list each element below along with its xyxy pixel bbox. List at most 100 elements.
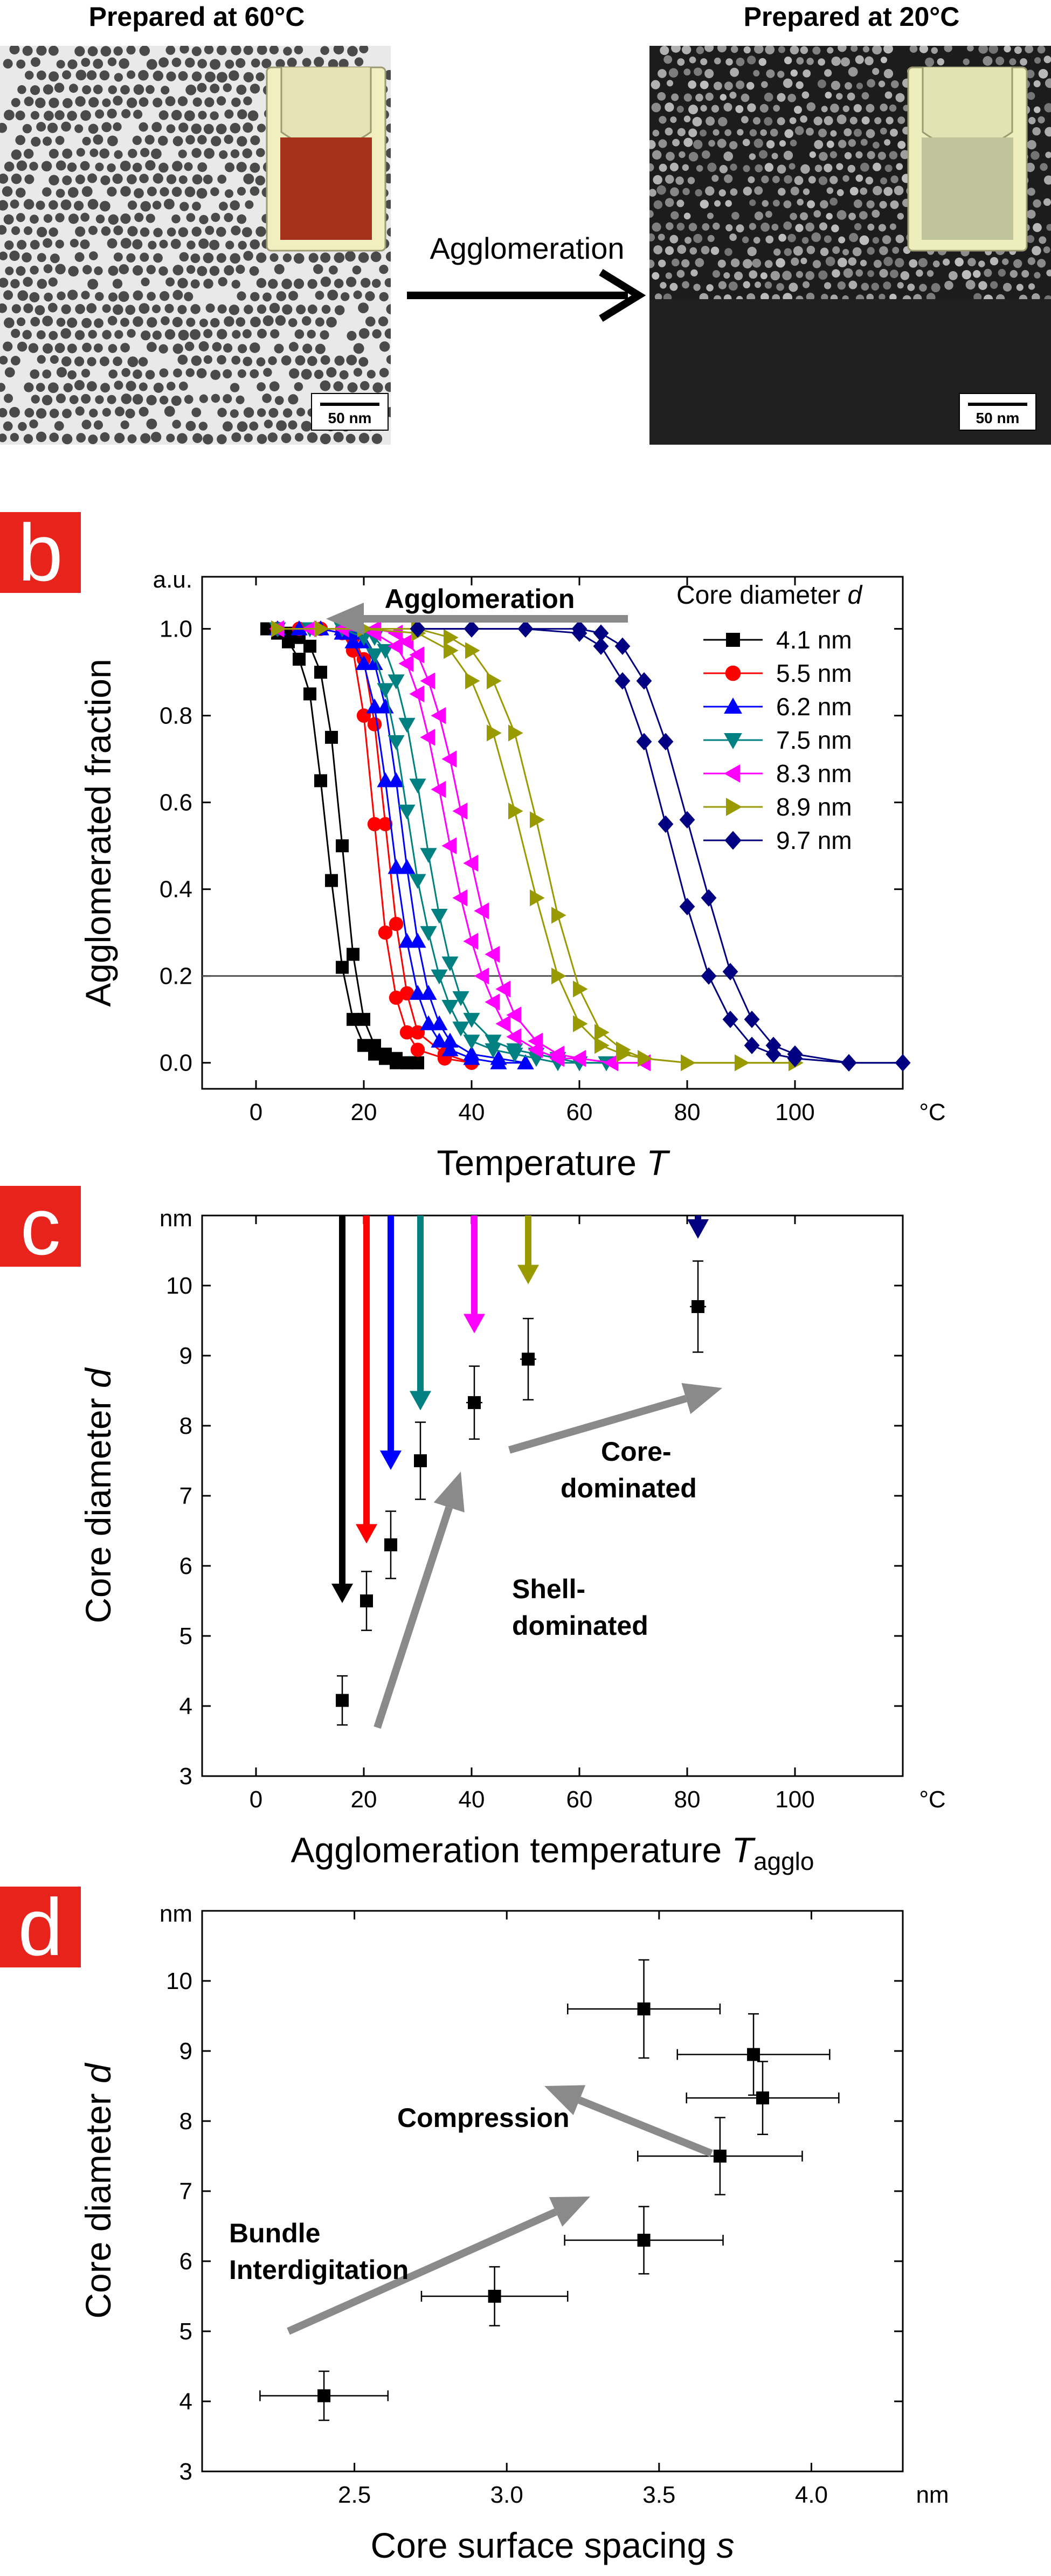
panel-label-d: d	[0, 1887, 81, 1967]
y-tick-label: 9	[179, 1343, 192, 1369]
data-point	[325, 874, 338, 887]
point-marker	[384, 1538, 397, 1551]
y-tick-label: 0.6	[160, 790, 192, 816]
data-point	[530, 811, 545, 828]
data-point	[347, 948, 359, 961]
data-point	[594, 1037, 610, 1054]
panel-a-arrow	[407, 269, 646, 322]
temperature-arrow	[380, 1216, 402, 1470]
data-point	[466, 1365, 482, 1440]
data-point	[676, 2013, 831, 2096]
data-point	[441, 837, 457, 854]
x-tick-label: 80	[674, 1099, 701, 1125]
data-point	[409, 685, 424, 702]
data-point	[463, 933, 478, 950]
temperature-arrow	[331, 1216, 353, 1603]
legend-label: 8.9 nm	[776, 793, 852, 821]
data-point	[314, 620, 329, 638]
chart-d: 2.5 3.0 3.5 4.0 3 4 5 6 7 8 9 10 nm nm Core surface sp…	[78, 1901, 949, 2565]
micrograph-20c	[649, 46, 1051, 445]
data-point	[895, 1054, 911, 1072]
agglomeration-arrow	[326, 603, 628, 635]
series-line-heating	[418, 628, 903, 1064]
legend-item: 8.9 nm	[703, 793, 852, 821]
data-point	[841, 1054, 857, 1072]
y-axis-label: Agglomerated fraction	[78, 659, 118, 1007]
y-tick-label: 1.0	[160, 616, 192, 643]
data-point	[367, 717, 382, 731]
agglomeration-arrow-label: Agglomeration	[385, 584, 575, 614]
x-tick-label: 60	[566, 1786, 593, 1813]
data-point	[614, 637, 631, 655]
annotation-compression: Compression	[397, 2103, 570, 2133]
y-tick-label: 6	[179, 1553, 192, 1579]
data-point	[336, 1675, 349, 1726]
cuvette-red	[266, 66, 386, 252]
y-tick-label: 9	[179, 2038, 192, 2064]
data-point	[452, 991, 469, 1006]
data-point	[409, 933, 426, 948]
data-point	[355, 655, 372, 671]
data-point	[465, 642, 480, 659]
data-point	[508, 724, 523, 742]
point-marker	[317, 2389, 331, 2402]
y-tick-label: 0.4	[160, 876, 192, 903]
chart-c: 0 20 40 60 80 100 3 4 5 6 7 8 9 10 °C nm Agglomeration t…	[78, 1205, 946, 1875]
x-axis-label: Agglomeration temperature Tagglo	[291, 1830, 814, 1875]
data-point	[366, 698, 383, 714]
data-point	[431, 908, 448, 924]
data-point	[490, 1050, 507, 1065]
data-point	[485, 1043, 502, 1059]
y-tick-label: 4	[179, 1693, 192, 1719]
point-marker	[468, 1396, 481, 1410]
data-point	[551, 968, 566, 985]
data-point	[735, 1054, 750, 1072]
annotation-shell-line2: dominated	[512, 1611, 648, 1641]
y-axis-label: Core diameter d	[78, 2062, 118, 2319]
legend: Core diameter d 4.1 nm 5.5 nm 6.2 nm 7.5 nm 8…	[676, 581, 862, 854]
y-tick-label: 3	[179, 1763, 192, 1790]
data-point	[420, 985, 437, 1000]
legend-label: 9.7 nm	[776, 826, 852, 854]
data-point	[441, 1041, 459, 1056]
data-point	[744, 1010, 760, 1028]
data-point	[636, 672, 652, 690]
data-point	[485, 945, 500, 963]
arrow-head	[464, 1314, 485, 1334]
x-tick-label: 4.0	[795, 2482, 828, 2508]
data-point	[474, 968, 489, 985]
data-point	[701, 967, 717, 985]
y-tick-label: 8	[179, 2108, 192, 2135]
data-point	[487, 672, 502, 689]
data-point	[637, 2117, 803, 2195]
temperature-arrow	[687, 1216, 709, 1239]
data-point	[485, 1034, 502, 1050]
data-point	[441, 750, 457, 768]
data-point	[377, 644, 394, 659]
x-unit-label: °C	[919, 1099, 945, 1125]
data-point	[303, 639, 316, 653]
data-point	[444, 642, 459, 659]
data-point	[398, 859, 416, 874]
data-point	[452, 889, 467, 907]
data-point	[360, 1571, 373, 1631]
scale-bar-left: 50 nm	[311, 393, 389, 431]
x-tick-label: 20	[351, 1786, 377, 1813]
data-point	[431, 707, 446, 724]
y-tick-label: 3	[179, 2458, 192, 2485]
data-point	[409, 778, 426, 794]
legend-item: 4.1 nm	[703, 626, 852, 654]
x-tick-label: 100	[775, 1786, 814, 1813]
data-point	[409, 874, 426, 889]
y-tick-label: 5	[179, 2318, 192, 2345]
data-point	[420, 926, 437, 941]
point-marker	[637, 2234, 651, 2247]
annotation-core-line2: dominated	[561, 1473, 697, 1503]
y-tick-label: 7	[179, 1483, 192, 1509]
point-marker	[488, 2290, 501, 2303]
data-point	[551, 907, 566, 924]
y-tick-label: 7	[179, 2178, 192, 2205]
data-point	[638, 1050, 653, 1067]
series-6-2-nm	[269, 620, 534, 1069]
data-point	[506, 1043, 523, 1059]
